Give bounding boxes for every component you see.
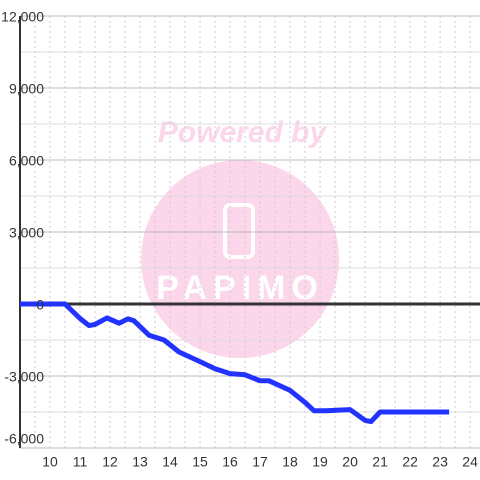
y-tick-label: 6,000: [9, 153, 44, 169]
x-tick-label: 23: [432, 454, 448, 470]
x-tick-label: 20: [342, 454, 358, 470]
x-tick-label: 21: [372, 454, 388, 470]
x-tick-label: 17: [252, 454, 268, 470]
x-tick-label: 10: [42, 454, 58, 470]
watermark-icon: [223, 203, 255, 259]
y-tick-label: 0: [36, 297, 44, 313]
y-tick-label: 9,000: [9, 81, 44, 97]
plot: [20, 301, 450, 425]
x-tick-label: 13: [132, 454, 148, 470]
x-tick-label: 11: [73, 454, 88, 470]
x-tick-label: 15: [192, 454, 208, 470]
x-tick-label: 14: [162, 454, 178, 470]
x-tick-label: 16: [222, 454, 238, 470]
data-line: [20, 301, 450, 425]
labels: 12,000 9,000 6,000 3,000 0 -3,000 -6,000 10 11 12…: [1, 9, 478, 470]
watermark-logo: PAPIMO: [156, 269, 324, 307]
y-tick-label: 3,000: [9, 225, 44, 241]
y-tick-label: 12,000: [1, 9, 44, 25]
x-tick-label: 18: [282, 454, 298, 470]
y-tick-label: -3,000: [4, 369, 44, 385]
x-tick-label: 24: [462, 454, 478, 470]
watermark-text: Powered by: [158, 116, 328, 149]
x-tick-label: 22: [402, 454, 418, 470]
x-tick-label: 19: [312, 454, 328, 470]
grid: [19, 15, 480, 449]
y-tick-label: -6,000: [4, 431, 44, 447]
x-tick-label: 12: [102, 454, 118, 470]
